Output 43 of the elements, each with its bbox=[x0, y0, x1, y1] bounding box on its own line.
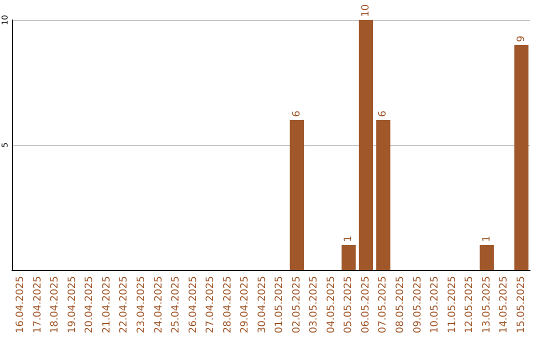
x-tick-label: 05.05.2025 bbox=[343, 276, 354, 334]
data-label: 1 bbox=[343, 236, 354, 242]
x-tick-label: 23.04.2025 bbox=[136, 276, 147, 334]
x-tick-label: 04.05.2025 bbox=[326, 276, 337, 334]
x-tick-label: 16.04.2025 bbox=[15, 276, 26, 334]
x-tick-label: 02.05.2025 bbox=[291, 276, 302, 334]
x-tick-label: 26.04.2025 bbox=[188, 276, 199, 334]
x-tick-label: 24.04.2025 bbox=[153, 276, 164, 334]
x-tick-label: 11.05.2025 bbox=[446, 276, 458, 334]
x-tick-label: 20.04.2025 bbox=[84, 276, 96, 334]
x-tick-label: 22.04.2025 bbox=[118, 276, 130, 334]
y-tick-label: 5 bbox=[0, 142, 10, 148]
bar bbox=[480, 245, 494, 270]
bar bbox=[342, 245, 356, 270]
bar bbox=[514, 45, 528, 270]
data-label: 1 bbox=[481, 236, 492, 242]
x-tick-label: 30.04.2025 bbox=[256, 276, 268, 334]
x-tick-label: 13.05.2025 bbox=[481, 276, 492, 334]
x-tick-label: 06.05.2025 bbox=[360, 276, 372, 334]
x-tick-label: 18.04.2025 bbox=[50, 276, 61, 334]
bar bbox=[376, 120, 390, 270]
data-label: 6 bbox=[378, 110, 389, 117]
x-tick-label: 21.04.2025 bbox=[101, 276, 112, 334]
x-tick-label: 01.05.2025 bbox=[274, 276, 286, 334]
x-tick-label: 15.05.2025 bbox=[516, 276, 527, 334]
x-tick-label: 08.05.2025 bbox=[395, 276, 406, 334]
bar bbox=[290, 120, 304, 270]
x-tick-label: 19.04.2025 bbox=[66, 276, 78, 334]
x-tick-label: 28.04.2025 bbox=[222, 276, 234, 334]
x-tick-label: 25.04.2025 bbox=[170, 276, 182, 334]
x-tick-label: 14.05.2025 bbox=[498, 276, 510, 334]
x-tick-label: 29.04.2025 bbox=[240, 276, 251, 334]
x-tick-label: 17.04.2025 bbox=[32, 276, 44, 334]
x-tick-label: 03.05.2025 bbox=[308, 276, 320, 334]
bar bbox=[358, 20, 374, 270]
data-label: 9 bbox=[516, 36, 527, 42]
x-tick-label: 12.05.2025 bbox=[464, 276, 476, 334]
x-tick-label: 07.05.2025 bbox=[378, 276, 389, 334]
x-tick-label: 09.05.2025 bbox=[412, 276, 424, 334]
data-label: 10 bbox=[360, 4, 372, 17]
data-label: 6 bbox=[291, 110, 302, 117]
x-tick-label: 10.05.2025 bbox=[430, 276, 441, 334]
x-tick-label: 27.04.2025 bbox=[205, 276, 216, 334]
